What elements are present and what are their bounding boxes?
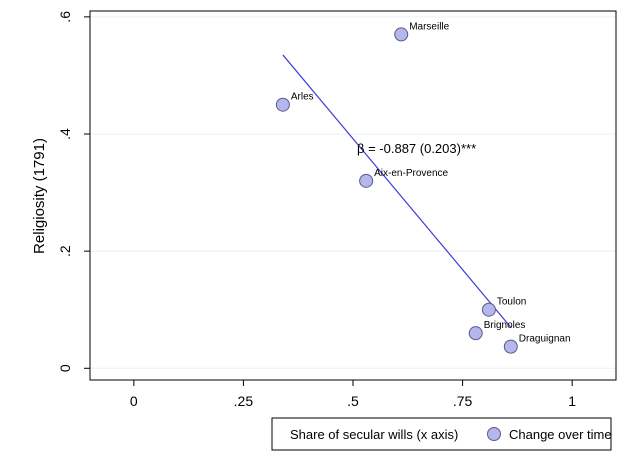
y-axis-ticks: 0 .2 .4 .6	[57, 11, 90, 372]
legend-entry-x-axis: Share of secular wills (x axis)	[290, 427, 458, 442]
point-label: Toulon	[497, 297, 526, 308]
data-point	[468, 326, 483, 341]
point-label: Aix-en-Provence	[374, 168, 448, 179]
point-label: Draguignan	[519, 334, 571, 345]
point-label: Marseille	[409, 21, 449, 32]
legend-entry-change-over-time: Change over time	[509, 427, 612, 442]
x-tick-label: 0	[130, 393, 138, 409]
point-label: Brignoles	[484, 320, 526, 331]
data-point	[503, 339, 518, 354]
data-point	[481, 302, 496, 317]
y-tick-label: 0	[57, 364, 73, 372]
data-point	[359, 173, 374, 188]
x-tick-label: .75	[453, 393, 473, 409]
regression-annotation: β = -0.887 (0.203)***	[357, 141, 476, 156]
data-point	[275, 97, 290, 112]
x-tick-label: 1	[568, 393, 576, 409]
data-point	[394, 27, 409, 42]
x-tick-label: .5	[347, 393, 359, 409]
legend: Share of secular wills (x axis) Change o…	[271, 417, 612, 451]
point-label: Arles	[291, 92, 314, 103]
y-tick-label: .2	[57, 245, 73, 257]
x-tick-label: .25	[234, 393, 254, 409]
legend-marker-icon	[487, 427, 501, 441]
y-tick-label: .4	[57, 128, 73, 140]
fit-line	[282, 54, 512, 328]
gridlines	[90, 16, 616, 369]
data-points: Marseille Arles Aix-en-Provence Toulon Brign…	[275, 21, 571, 354]
legend-box	[271, 417, 612, 451]
y-tick-label: .6	[57, 11, 73, 23]
y-axis-title: Religiosity (1791)	[31, 138, 48, 254]
x-axis-ticks: 0 .25 .5 .75 1	[130, 380, 576, 409]
